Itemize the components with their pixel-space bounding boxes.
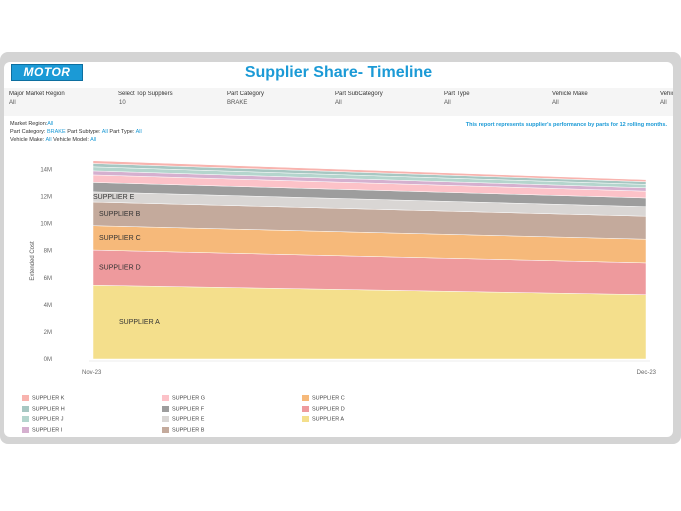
filter-vehicle-make[interactable]: Vehicle Make All bbox=[552, 91, 657, 106]
legend-swatch bbox=[22, 416, 29, 422]
legend-label: SUPPLIER B bbox=[172, 426, 205, 433]
summary-label: Part Subtype: bbox=[67, 129, 101, 135]
filter-value: All bbox=[335, 100, 342, 106]
legend-item-supplier-i[interactable]: SUPPLIER I bbox=[22, 426, 63, 433]
series-label: SUPPLIER E bbox=[93, 194, 135, 201]
legend-item-supplier-a[interactable]: SUPPLIER A bbox=[302, 416, 344, 422]
report-note: This report represents supplier's perfor… bbox=[465, 122, 667, 128]
filter-part-category[interactable]: Part Category BRAKE bbox=[227, 91, 332, 106]
legend-swatch bbox=[302, 405, 309, 412]
y-tick-label: 10M bbox=[40, 222, 52, 228]
filter-label: Select Top Suppliers bbox=[118, 91, 173, 97]
x-tick-label: Nov-23 bbox=[82, 370, 102, 376]
legend-item-supplier-j[interactable]: SUPPLIER J bbox=[22, 416, 63, 422]
legend-swatch bbox=[162, 416, 169, 422]
y-tick-label: 0M bbox=[44, 357, 52, 363]
filter-label: Part Type bbox=[444, 91, 470, 97]
legend-label: SUPPLIER F bbox=[172, 405, 205, 412]
area-series bbox=[92, 160, 647, 360]
filter-value: BRAKE bbox=[227, 100, 248, 106]
filter-value: All bbox=[660, 100, 667, 106]
summary-value: All bbox=[101, 129, 108, 135]
legend-item-supplier-g[interactable]: SUPPLIER G bbox=[162, 395, 205, 401]
legend-swatch bbox=[162, 395, 169, 401]
y-tick-label: 12M bbox=[40, 195, 52, 201]
series-label: SUPPLIER C bbox=[99, 235, 141, 242]
area-supplier-k[interactable] bbox=[92, 160, 647, 182]
legend-label: SUPPLIER A bbox=[312, 416, 345, 423]
legend-swatch bbox=[22, 426, 29, 433]
summary-label: Part Type: bbox=[109, 129, 135, 135]
legend-swatch bbox=[302, 395, 309, 401]
series-label: SUPPLIER A bbox=[119, 319, 160, 326]
legend-label: SUPPLIER J bbox=[32, 416, 64, 423]
page-title: Supplier Share- Timeline bbox=[244, 64, 433, 81]
filter-value: All bbox=[444, 100, 451, 106]
legend-label: SUPPLIER G bbox=[172, 395, 206, 402]
filter-label: Vehic bbox=[660, 91, 673, 97]
summary-value: All bbox=[45, 137, 52, 143]
legend-label: SUPPLIER E bbox=[172, 416, 205, 423]
legend-swatch bbox=[162, 405, 169, 412]
summary-label: Part Category: bbox=[10, 129, 46, 135]
legend-swatch bbox=[22, 405, 29, 412]
legend-item-supplier-c[interactable]: SUPPLIER C bbox=[302, 395, 345, 401]
summary-line-region: Market Region:All bbox=[10, 120, 142, 128]
legend-item-supplier-h[interactable]: SUPPLIER H bbox=[22, 405, 65, 412]
y-tick-label: 2M bbox=[44, 330, 52, 336]
filter-summary: Market Region:All Part Category: BRAKE P… bbox=[10, 120, 142, 144]
y-tick-label: 4M bbox=[44, 303, 52, 309]
y-axis: 0M 2M 4M 6M 8M 10M 12M 14M bbox=[40, 168, 52, 363]
filter-vehicle-model[interactable]: Vehic All bbox=[660, 91, 673, 106]
filter-label: Part Category bbox=[227, 91, 265, 97]
area-supplier-a[interactable] bbox=[92, 284, 647, 360]
legend-swatch bbox=[162, 426, 169, 433]
legend-swatch bbox=[22, 395, 29, 401]
filter-part-subcategory[interactable]: Part SubCategory All bbox=[335, 91, 440, 106]
summary-line-part: Part Category: BRAKE Part Subtype: All P… bbox=[10, 128, 142, 136]
legend-item-supplier-f[interactable]: SUPPLIER F bbox=[162, 405, 205, 412]
series-label: SUPPLIER B bbox=[99, 211, 141, 218]
filter-select-top-suppliers[interactable]: Select Top Suppliers 10 bbox=[118, 91, 223, 106]
y-axis-label: Extended Cost bbox=[30, 241, 36, 281]
legend-label: SUPPLIER I bbox=[32, 426, 63, 433]
y-tick-label: 6M bbox=[44, 276, 52, 282]
summary-label: Vehicle Model: bbox=[53, 137, 89, 143]
legend-item-supplier-k[interactable]: SUPPLIER K bbox=[22, 395, 64, 401]
filter-label: Vehicle Make bbox=[552, 91, 588, 97]
filter-value: All bbox=[552, 100, 559, 106]
legend-item-supplier-b[interactable]: SUPPLIER B bbox=[162, 426, 205, 433]
x-tick-label: Dec-23 bbox=[637, 370, 657, 376]
filter-value: 10 bbox=[119, 100, 126, 106]
filter-major-market-region[interactable]: Major Market Region All bbox=[9, 91, 114, 106]
legend-label: SUPPLIER K bbox=[32, 395, 65, 402]
legend-swatch bbox=[302, 416, 309, 422]
filter-label: Major Market Region bbox=[9, 91, 65, 97]
summary-value: All bbox=[90, 137, 97, 143]
legend-label: SUPPLIER C bbox=[312, 395, 345, 402]
legend-label: SUPPLIER H bbox=[32, 405, 65, 412]
filter-value: All bbox=[9, 100, 16, 106]
motor-logo: MOTOR bbox=[11, 64, 83, 81]
series-label: SUPPLIER D bbox=[99, 265, 141, 272]
summary-value: All bbox=[135, 129, 142, 135]
summary-label: Market Region: bbox=[10, 121, 48, 127]
filter-label: Part SubCategory bbox=[335, 91, 383, 97]
y-tick-label: 8M bbox=[44, 249, 52, 255]
series-labels: SUPPLIER A SUPPLIER D SUPPLIER C SUPPLIER B… bbox=[93, 194, 160, 326]
filter-part-type[interactable]: Part Type All bbox=[444, 91, 549, 106]
supplier-share-area-chart: 0M 2M 4M 6M 8M 10M 12M 14M SUPPLIER A SUPPLIER D… bbox=[30, 160, 657, 376]
legend-item-supplier-d[interactable]: SUPPLIER D bbox=[302, 405, 345, 412]
summary-value: BRAKE bbox=[47, 129, 66, 135]
x-axis: Nov-23 Dec-23 bbox=[82, 360, 657, 376]
filter-bar: Major Market Region All Select Top Suppl… bbox=[4, 88, 673, 116]
summary-line-vehicle: Vehicle Make: All Vehicle Model: All bbox=[10, 136, 142, 144]
summary-value: All bbox=[47, 121, 54, 127]
y-tick-label: 14M bbox=[40, 168, 52, 174]
legend-item-supplier-e[interactable]: SUPPLIER E bbox=[162, 416, 204, 422]
legend-label: SUPPLIER D bbox=[312, 405, 345, 412]
report-panel: MOTOR Supplier Share- Timeline Major Mar… bbox=[4, 62, 673, 437]
summary-label: Vehicle Make: bbox=[10, 137, 45, 143]
